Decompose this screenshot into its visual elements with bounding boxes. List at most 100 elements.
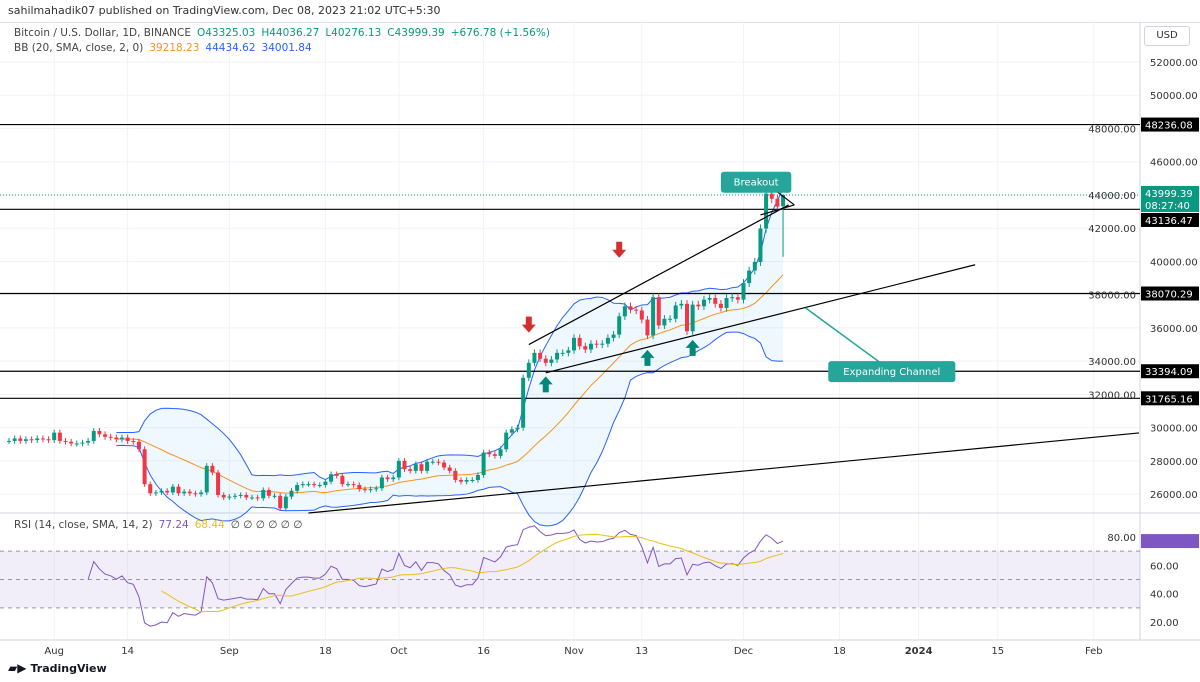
level-label-bg bbox=[1141, 391, 1199, 406]
level-label: 31765.16 bbox=[1145, 394, 1193, 405]
candle-body bbox=[532, 352, 537, 363]
candle-body bbox=[120, 437, 124, 440]
callout-text: Expanding Channel bbox=[843, 367, 940, 378]
time-tick-label: 18 bbox=[319, 646, 332, 657]
candle-body bbox=[470, 479, 475, 481]
candle-body bbox=[696, 304, 701, 307]
level-label: 33394.09 bbox=[1145, 367, 1193, 378]
arrow-down-icon bbox=[612, 241, 627, 258]
time-tick-label: Sep bbox=[220, 646, 239, 657]
candle-body bbox=[741, 283, 746, 300]
price-tick-label: 42000.00 bbox=[1088, 224, 1136, 235]
candle-body bbox=[136, 441, 141, 450]
candle-body bbox=[492, 454, 497, 456]
candle-body bbox=[651, 297, 656, 336]
candle-body bbox=[334, 474, 339, 476]
candle-body bbox=[628, 306, 633, 310]
price-tick-label: 30000.00 bbox=[1150, 424, 1198, 435]
symbol-legend: Bitcoin / U.S. Dollar, 1D, BINANCE O43325… bbox=[14, 27, 556, 39]
price-tick-label: 28000.00 bbox=[1150, 457, 1198, 468]
candle-body bbox=[148, 484, 153, 494]
candle-body bbox=[266, 489, 271, 496]
arrow-up-icon bbox=[685, 339, 700, 356]
arrow-down-icon bbox=[521, 316, 536, 333]
rsi-tick-label: 40.00 bbox=[1150, 590, 1179, 601]
bb-legend[interactable]: BB (20, SMA, close, 2, 0) 39218.23 44434.6… bbox=[14, 42, 318, 54]
candle-body bbox=[374, 488, 379, 490]
candle-body bbox=[103, 434, 108, 437]
tradingview-logo[interactable]: ▰▶ TradingView bbox=[8, 661, 107, 675]
callout-pointer bbox=[805, 307, 893, 372]
candle-body bbox=[35, 438, 40, 441]
candle-body bbox=[306, 484, 311, 486]
candle-body bbox=[498, 449, 503, 456]
candle-body bbox=[238, 494, 243, 496]
candle-body bbox=[685, 303, 689, 332]
trendline bbox=[308, 432, 1140, 514]
price-tick-label: 34000.00 bbox=[1088, 357, 1136, 368]
candle-body bbox=[735, 297, 740, 300]
candle-body bbox=[577, 337, 582, 347]
candle-body bbox=[63, 440, 68, 442]
candle-body bbox=[447, 467, 452, 471]
candle-body bbox=[227, 496, 232, 498]
candle-body bbox=[52, 432, 57, 441]
candle-body bbox=[572, 337, 576, 351]
candle-body bbox=[419, 464, 424, 471]
candle-body bbox=[707, 298, 712, 300]
candle-body bbox=[583, 346, 588, 350]
time-tick-label: 13 bbox=[635, 646, 648, 657]
candle-body bbox=[278, 495, 283, 509]
candle-body bbox=[622, 306, 627, 317]
price-tick-label: 26000.00 bbox=[1150, 490, 1198, 501]
candle-body bbox=[481, 452, 486, 476]
candle-body bbox=[526, 362, 531, 378]
candle-body bbox=[639, 310, 644, 320]
candle-body bbox=[46, 439, 51, 441]
level-label: 38070.29 bbox=[1145, 290, 1193, 301]
bb-upper-value: 44434.62 bbox=[205, 42, 256, 54]
price-tick-label: 46000.00 bbox=[1150, 158, 1198, 169]
candle-body bbox=[312, 484, 317, 486]
level-label-bg bbox=[1141, 364, 1199, 379]
candle-body bbox=[131, 440, 136, 442]
candle-body bbox=[436, 461, 441, 463]
callout-text: Breakout bbox=[734, 178, 779, 189]
symbol-name: Bitcoin / U.S. Dollar, 1D, BINANCE bbox=[14, 27, 191, 39]
candle-body bbox=[221, 494, 226, 498]
candle-body bbox=[204, 465, 209, 493]
candle-body bbox=[617, 316, 622, 335]
rsi-legend[interactable]: RSI (14, close, SMA, 14, 2) 77.24 68.44 ∅ ∅… bbox=[14, 519, 308, 531]
currency-button[interactable]: USD bbox=[1144, 26, 1190, 46]
candle-body bbox=[125, 437, 130, 441]
candle-body bbox=[752, 261, 757, 271]
candle-body bbox=[176, 486, 181, 494]
candle-body bbox=[153, 492, 158, 494]
level-label-bg bbox=[1141, 212, 1199, 227]
price-tick-label: 44000.00 bbox=[1088, 191, 1136, 202]
candle-body bbox=[781, 194, 786, 207]
candle-body bbox=[555, 352, 560, 360]
candle-body bbox=[690, 304, 695, 332]
candle-body bbox=[605, 337, 610, 344]
levels-layer bbox=[0, 123, 1140, 399]
drawings-layer: Breakout Expanding Channel bbox=[308, 171, 1140, 514]
chart-frame[interactable] bbox=[0, 22, 1200, 682]
time-tick-label: Nov bbox=[564, 646, 584, 657]
time-tick-label: Oct bbox=[390, 646, 407, 657]
candle-body bbox=[142, 449, 147, 485]
candle-body bbox=[368, 489, 373, 491]
candle-body bbox=[165, 490, 170, 493]
candle-body bbox=[362, 489, 367, 491]
candle-body bbox=[233, 495, 237, 497]
candle-body bbox=[560, 352, 565, 354]
candle-body bbox=[193, 493, 198, 495]
candle-body bbox=[758, 228, 763, 262]
candle-body bbox=[538, 352, 543, 359]
ohlc-close: C43999.39 bbox=[387, 27, 445, 39]
callout-box bbox=[720, 171, 792, 193]
rsi-sma-value: 68.44 bbox=[194, 519, 225, 531]
candle-body bbox=[323, 481, 328, 485]
candle-body bbox=[91, 430, 96, 441]
